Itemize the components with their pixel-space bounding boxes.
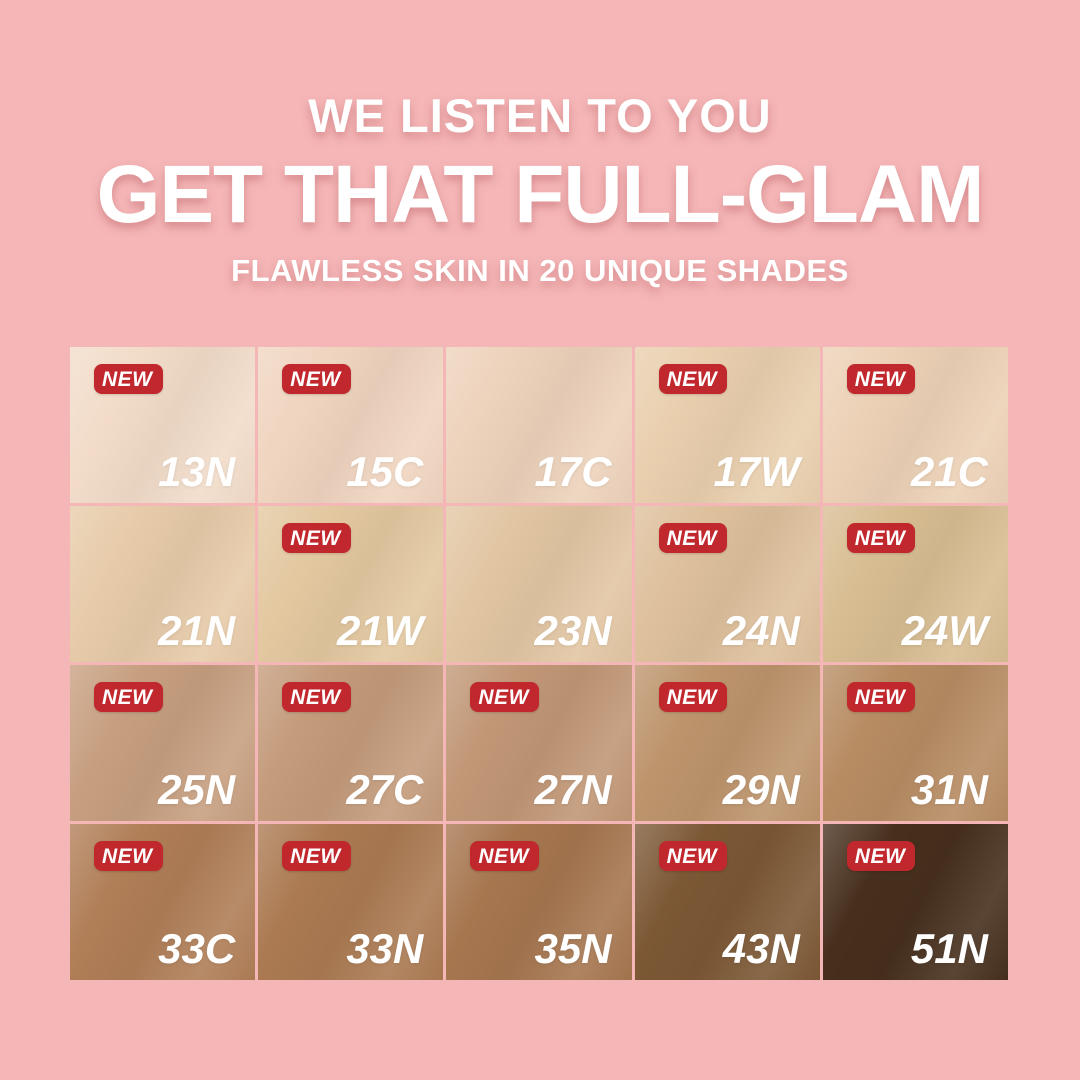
shade-code-label: 17C [534,448,612,495]
shade-swatch-21C: NEW 21C [822,347,1008,503]
new-badge: NEW [658,523,728,553]
new-badge: NEW [658,682,728,712]
new-badge: NEW [282,682,351,712]
shade-swatch-29N: NEW 29N [634,665,820,821]
new-badge: NEW [846,364,916,394]
new-badge: NEW [282,841,351,871]
new-badge: NEW [470,841,539,871]
new-badge: NEW [282,523,351,553]
shade-swatch-23N: NEW 23N [446,506,632,662]
shade-swatch-13N: NEW 13N [70,347,256,503]
shade-code-label: 24N [722,607,800,654]
shade-swatch-17C: NEW 17C [446,347,632,503]
shade-code-label: 15C [346,448,424,495]
new-badge: NEW [846,523,916,553]
shade-code-label: 23N [534,607,612,654]
shade-swatch-25N: NEW 25N [70,665,256,821]
shade-code-label: 21N [158,607,236,654]
shade-swatch-51N: NEW 51N [822,824,1008,980]
new-badge: NEW [846,682,916,712]
new-badge: NEW [94,364,163,394]
shade-swatch-17W: NEW 17W [634,347,820,503]
new-badge: NEW [846,841,916,871]
shade-code-label: 51N [910,925,988,972]
shade-code-label: 13N [158,448,236,495]
shade-swatch-27N: NEW 27N [446,665,632,821]
shade-swatch-24W: NEW 24W [822,506,1008,662]
shade-code-label: 21W [337,607,424,654]
shade-code-label: 27N [534,766,612,813]
shade-swatch-35N: NEW 35N [446,824,632,980]
shade-swatch-33N: NEW 33N [258,824,444,980]
shade-grid: NEW 13N NEW 15C NEW 17C NEW 17W NEW 21C … [70,347,1008,980]
headline-subtitle: FLAWLESS SKIN IN 20 UNIQUE SHADES [231,253,849,288]
new-badge: NEW [658,364,728,394]
shade-code-label: 43N [722,925,800,972]
shade-code-label: 21C [910,448,988,495]
shade-swatch-24N: NEW 24N [634,506,820,662]
shade-swatch-21W: NEW 21W [258,506,444,662]
shade-swatch-15C: NEW 15C [258,347,444,503]
shade-code-label: 17W [713,448,800,495]
shade-swatch-31N: NEW 31N [822,665,1008,821]
new-badge: NEW [94,682,163,712]
new-badge: NEW [282,364,351,394]
shade-code-label: 33C [158,925,236,972]
new-badge: NEW [658,841,728,871]
shade-swatch-27C: NEW 27C [258,665,444,821]
shade-code-label: 24W [901,607,988,654]
shade-code-label: 35N [534,925,612,972]
shade-code-label: 29N [722,766,800,813]
shade-code-label: 31N [910,766,988,813]
shade-code-label: 25N [158,766,236,813]
shade-code-label: 33N [346,925,424,972]
headline-kicker: WE LISTEN TO YOU [308,89,772,142]
new-badge: NEW [94,841,163,871]
new-badge: NEW [470,682,539,712]
shade-swatch-43N: NEW 43N [634,824,820,980]
headline-title: GET THAT FULL-GLAM [96,149,985,240]
shade-code-label: 27C [346,766,424,813]
shade-swatch-33C: NEW 33C [70,824,256,980]
shade-swatch-21N: NEW 21N [70,506,256,662]
